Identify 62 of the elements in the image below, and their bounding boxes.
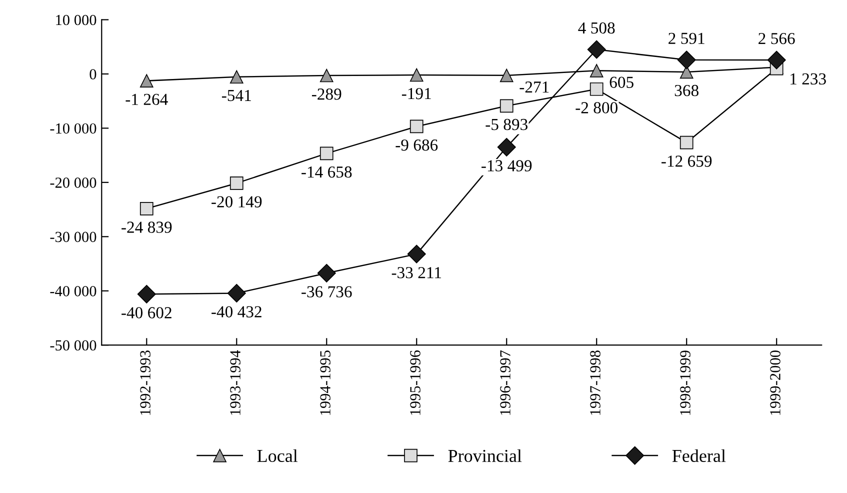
data-label: -24 839 <box>122 222 172 233</box>
data-label: -1 264 <box>126 94 168 106</box>
point <box>230 70 244 84</box>
point <box>677 50 696 70</box>
legend-label: Provincial <box>448 449 522 462</box>
point <box>680 136 694 150</box>
point <box>497 138 516 156</box>
point <box>317 264 336 282</box>
data-label: -20 149 <box>212 196 262 208</box>
data-label: 1 233 <box>790 73 826 85</box>
y-tick-label: -40 000 <box>50 286 96 296</box>
data-label: 2 591 <box>668 32 704 44</box>
legend-label: Local <box>257 449 298 462</box>
y-tick-label: -30 000 <box>50 232 96 242</box>
point <box>320 146 334 160</box>
data-label: 4 508 <box>578 22 615 34</box>
point <box>410 68 424 82</box>
data-label: -13 499 <box>482 160 532 172</box>
x-tick-label: 1996-1997 <box>500 350 510 415</box>
data-label: 368 <box>674 84 698 96</box>
point <box>410 120 424 134</box>
point <box>500 99 514 113</box>
data-label: 605 <box>610 76 634 88</box>
point <box>407 244 426 264</box>
data-label: 2 566 <box>758 32 795 44</box>
point <box>140 202 154 216</box>
point <box>320 68 334 82</box>
legend-label: Federal <box>672 449 726 462</box>
x-tick-label: 1994-1995 <box>320 350 330 415</box>
y-tick-label: 0 <box>90 69 96 80</box>
y-tick-label: -10 000 <box>50 123 96 134</box>
x-tick-label: 1995-1996 <box>410 350 420 415</box>
y-tick-label: 10 000 <box>56 14 96 26</box>
data-label: -14 658 <box>302 166 352 178</box>
point <box>230 176 244 190</box>
data-label: -271 <box>520 82 549 93</box>
x-tick-label: 1998-1999 <box>680 350 690 415</box>
y-tick-label: -20 000 <box>50 178 96 188</box>
data-label: -2 800 <box>576 102 618 114</box>
point <box>140 74 154 88</box>
y-tick-label: -50 000 <box>50 340 96 351</box>
point <box>590 64 604 78</box>
point <box>500 68 514 82</box>
x-tick-label: 1992-1993 <box>140 350 150 415</box>
point <box>590 82 604 96</box>
x-tick-label: 1997-1998 <box>590 350 600 415</box>
point <box>767 50 786 70</box>
point <box>137 284 156 304</box>
data-label: -36 736 <box>302 286 352 298</box>
x-tick-label: 1993-1994 <box>230 350 240 415</box>
data-label: -5 893 <box>486 118 528 130</box>
x-tick-label: 1999-2000 <box>770 350 780 415</box>
data-label: -191 <box>402 88 431 100</box>
point <box>587 40 606 59</box>
data-label: -33 211 <box>392 267 441 278</box>
data-label: -40 432 <box>212 306 262 318</box>
data-label: -40 602 <box>122 307 172 318</box>
data-label: -289 <box>312 88 342 100</box>
data-label: -12 659 <box>662 156 712 167</box>
data-label: -9 686 <box>396 139 438 151</box>
point <box>227 284 246 302</box>
data-label: -541 <box>222 90 251 102</box>
